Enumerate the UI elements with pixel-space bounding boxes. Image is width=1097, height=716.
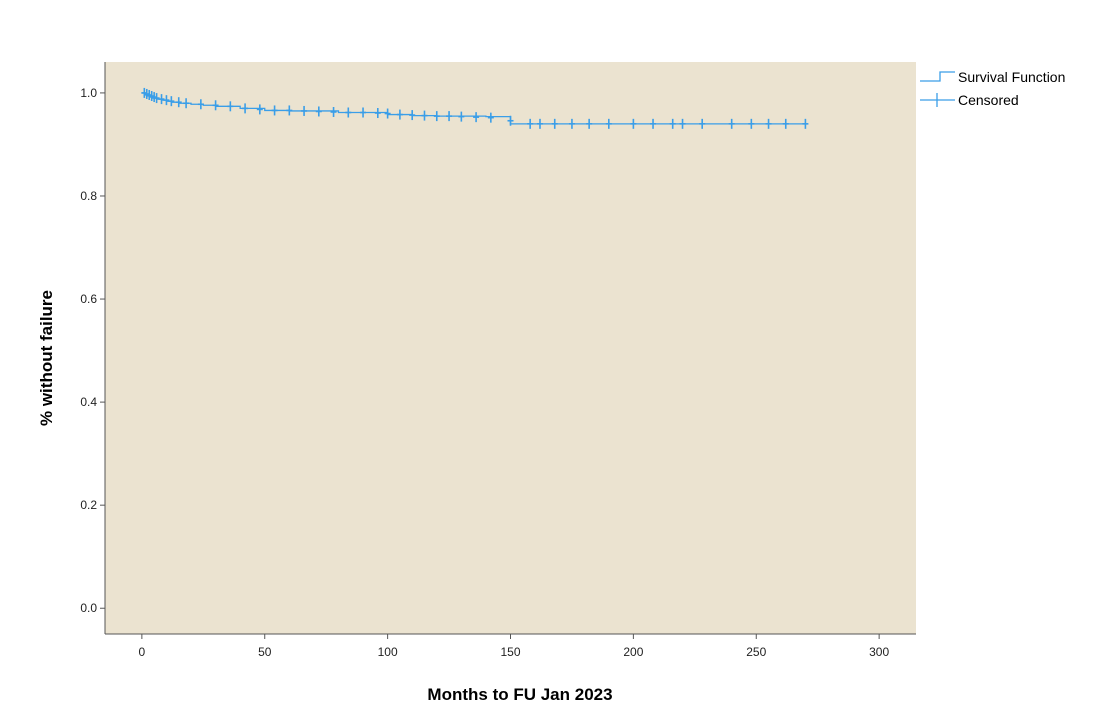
censored-marker — [212, 100, 219, 111]
legend-survival-swatch — [920, 71, 955, 82]
censored-marker — [605, 118, 612, 129]
x-axis-title: Months to FU Jan 2023 — [427, 685, 612, 704]
censored-marker — [650, 118, 657, 129]
censored-marker — [384, 108, 391, 119]
x-tick-label: 150 — [500, 645, 520, 659]
x-tick-label: 100 — [378, 645, 398, 659]
censored-marker — [158, 94, 165, 105]
plot-area — [105, 62, 916, 634]
censored-marker — [568, 118, 575, 129]
censored-marker — [630, 118, 637, 129]
censored-marker — [421, 110, 428, 121]
censored-marker — [301, 105, 308, 116]
legend: Survival Function Censored — [920, 69, 1065, 108]
y-axis: 0.0 0.2 0.4 0.6 0.8 1.0 — [80, 62, 106, 634]
censored-marker — [271, 105, 278, 116]
censored-marker — [782, 118, 789, 129]
censored-marker — [396, 109, 403, 120]
censored-marker — [487, 112, 494, 123]
censored-marker — [765, 118, 772, 129]
censored-marker — [153, 93, 160, 104]
censored-marker — [507, 115, 514, 126]
legend-survival-label: Survival Function — [958, 69, 1065, 85]
censored-marker — [315, 106, 322, 117]
x-tick-label: 50 — [258, 645, 272, 659]
censored-marker — [330, 106, 337, 117]
censored-marker — [699, 118, 706, 129]
censored-marker — [802, 118, 809, 129]
censored-marker — [197, 99, 204, 110]
censored-marker — [669, 118, 676, 129]
censored-marker — [163, 95, 170, 106]
y-tick-label: 0.8 — [80, 189, 97, 203]
x-tick-label: 0 — [139, 645, 146, 659]
y-tick-label: 1.0 — [80, 86, 97, 100]
censored-marker — [227, 101, 234, 112]
censored-marker — [679, 118, 686, 129]
y-tick-label: 0.4 — [80, 395, 97, 409]
censored-marker — [256, 104, 263, 115]
censored-marker — [586, 118, 593, 129]
censored-marker — [473, 112, 480, 123]
censored-marker — [728, 118, 735, 129]
censored-marker — [242, 103, 249, 114]
censored-marker — [748, 118, 755, 129]
series-layer — [141, 87, 809, 129]
censored-marker — [168, 96, 175, 107]
legend-censored-label: Censored — [958, 92, 1019, 108]
censored-marker — [374, 108, 381, 119]
censored-marker — [183, 98, 190, 109]
censored-marker — [175, 97, 182, 108]
x-tick-label: 300 — [869, 645, 889, 659]
censored-marker — [551, 118, 558, 129]
censored-marker — [345, 107, 352, 118]
censored-marker — [446, 111, 453, 122]
y-tick-label: 0.2 — [80, 498, 97, 512]
y-tick-label: 0.0 — [80, 601, 97, 615]
y-tick-label: 0.6 — [80, 292, 97, 306]
censored-marker — [536, 118, 543, 129]
censored-marker — [433, 111, 440, 122]
censored-marker — [409, 110, 416, 121]
censored-marker — [527, 118, 534, 129]
censored-marker — [458, 111, 465, 122]
x-axis: 0 50 100 150 200 250 300 — [105, 633, 916, 659]
censored-marker — [286, 105, 293, 116]
x-tick-label: 200 — [623, 645, 643, 659]
y-axis-title: % without failure — [37, 290, 56, 426]
x-tick-label: 250 — [746, 645, 766, 659]
censored-marker — [360, 107, 367, 118]
